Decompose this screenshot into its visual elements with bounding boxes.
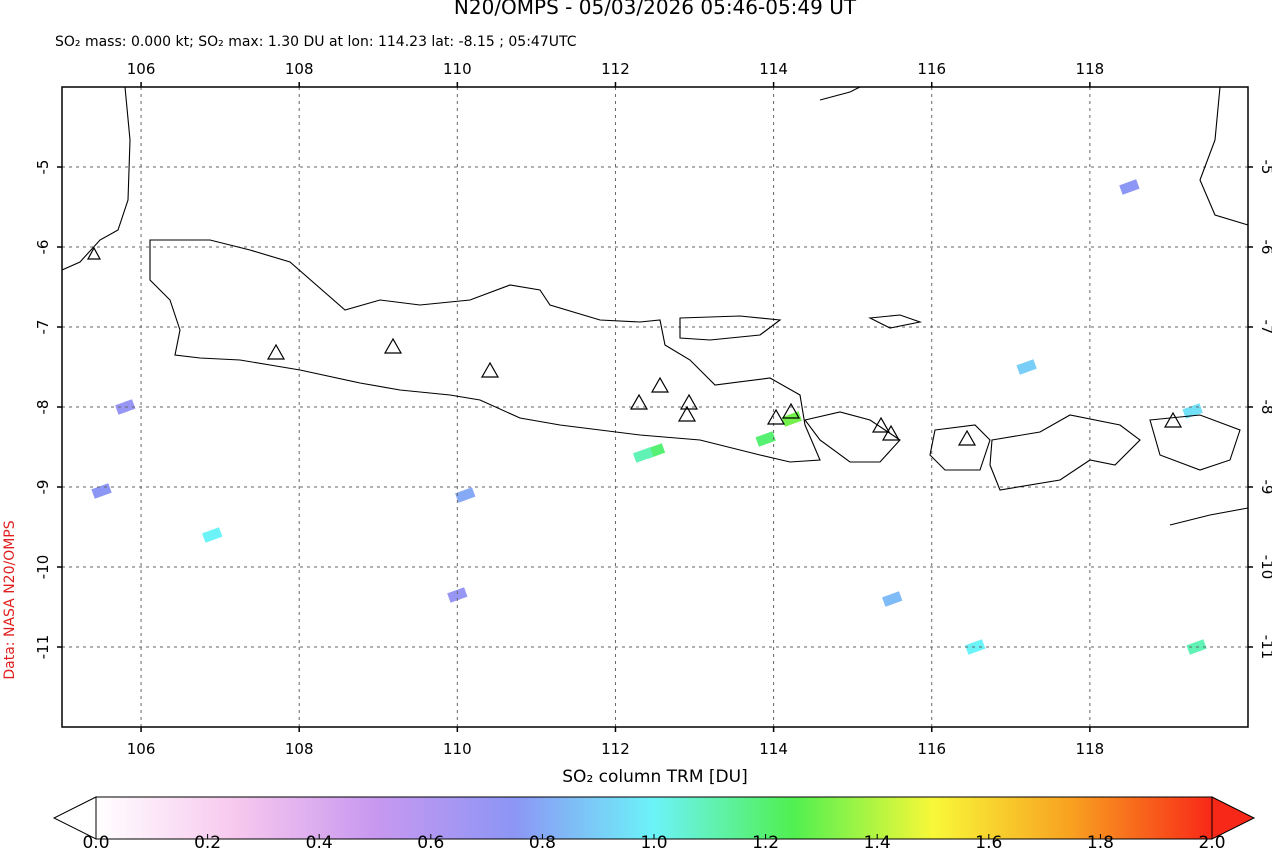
y-tick-label-right: -8 bbox=[1258, 400, 1272, 415]
so2-cell bbox=[202, 527, 223, 543]
x-tick-label: 112 bbox=[601, 740, 630, 758]
colorbar-tick-label: 0.0 bbox=[82, 833, 109, 853]
so2-cell bbox=[91, 483, 112, 499]
colorbar bbox=[95, 796, 1213, 840]
colorbar-tick-label: 2.0 bbox=[1198, 833, 1225, 853]
so2-cell bbox=[755, 431, 776, 447]
x-tick-label: 108 bbox=[285, 740, 314, 758]
x-tick-label: 106 bbox=[127, 740, 156, 758]
so2-cells bbox=[62, 87, 1248, 727]
x-tick-label: 114 bbox=[759, 740, 788, 758]
colorbar-tick-label: 0.8 bbox=[529, 833, 556, 853]
so2-cell bbox=[632, 447, 654, 463]
colorbar-label: SO₂ column TRM [DU] bbox=[562, 767, 747, 787]
x-tick-label-top: 118 bbox=[1076, 60, 1105, 78]
y-tick-label: -5 bbox=[34, 160, 52, 175]
y-tick-label: -11 bbox=[34, 635, 52, 660]
y-tick-label-right: -9 bbox=[1258, 480, 1272, 495]
y-tick-label: -8 bbox=[34, 400, 52, 415]
credit: Data: NASA N20/OMPS bbox=[2, 520, 18, 679]
x-tick-label: 118 bbox=[1076, 740, 1105, 758]
colorbar-tick-label: 0.4 bbox=[306, 833, 333, 853]
x-tick-label-top: 112 bbox=[601, 60, 630, 78]
colorbar-tick-label: 1.8 bbox=[1087, 833, 1114, 853]
colorbar-tick-label: 1.4 bbox=[864, 833, 891, 853]
y-tick-label: -6 bbox=[34, 240, 52, 255]
colorbar-tick-label: 0.2 bbox=[194, 833, 221, 853]
y-tick-label-right: -10 bbox=[1258, 555, 1272, 580]
colorbar-tick-label: 0.6 bbox=[417, 833, 444, 853]
y-tick-label-right: -6 bbox=[1258, 240, 1272, 255]
y-tick-label: -9 bbox=[34, 480, 52, 495]
x-tick-label: 110 bbox=[443, 740, 472, 758]
colorbar-tick-label: 1.0 bbox=[640, 833, 667, 853]
subtitle: SO₂ mass: 0.000 kt; SO₂ max: 1.30 DU at … bbox=[55, 34, 577, 50]
y-tick-label-right: -7 bbox=[1258, 320, 1272, 335]
x-tick-label-top: 116 bbox=[917, 60, 946, 78]
so2-cell bbox=[455, 487, 476, 503]
chart-title: N20/OMPS - 05/03/2026 05:46-05:49 UT bbox=[454, 0, 857, 19]
colorbar-tick-label: 1.6 bbox=[975, 833, 1002, 853]
x-tick-label-top: 110 bbox=[443, 60, 472, 78]
x-tick-label: 116 bbox=[917, 740, 946, 758]
y-tick-label-right: -11 bbox=[1258, 635, 1272, 660]
x-tick-label-top: 106 bbox=[127, 60, 156, 78]
x-tick-label-top: 114 bbox=[759, 60, 788, 78]
y-tick-label-right: -5 bbox=[1258, 160, 1272, 175]
so2-cell bbox=[882, 591, 903, 607]
x-tick-label-top: 108 bbox=[285, 60, 314, 78]
volcanoes bbox=[86, 246, 1183, 446]
y-tick-label: -10 bbox=[34, 555, 52, 580]
so2-cell bbox=[965, 639, 986, 655]
so2-cell bbox=[447, 587, 468, 603]
so2-cell bbox=[1119, 179, 1140, 195]
y-tick-label: -7 bbox=[34, 320, 52, 335]
colorbar-tick-label: 1.2 bbox=[752, 833, 779, 853]
coastlines bbox=[61, 86, 1249, 526]
so2-cell bbox=[1016, 359, 1037, 375]
